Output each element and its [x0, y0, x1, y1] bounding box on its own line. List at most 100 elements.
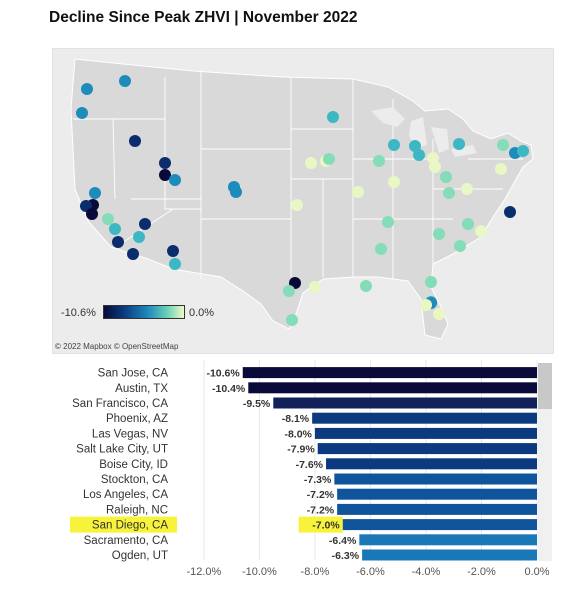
- city-dot[interactable]: [373, 155, 385, 167]
- city-dot[interactable]: [517, 145, 529, 157]
- city-dot[interactable]: [109, 223, 121, 235]
- category-label[interactable]: San Jose, CA: [98, 368, 169, 380]
- city-dot[interactable]: [425, 276, 437, 288]
- legend-min-label: -10.6%: [61, 307, 96, 319]
- city-dot[interactable]: [119, 75, 131, 87]
- map-canvas[interactable]: [53, 49, 553, 353]
- city-dot[interactable]: [169, 174, 181, 186]
- city-dot[interactable]: [495, 163, 507, 175]
- category-label[interactable]: Austin, TX: [115, 383, 168, 395]
- city-dot[interactable]: [388, 176, 400, 188]
- city-dot[interactable]: [375, 243, 387, 255]
- city-dot[interactable]: [497, 139, 509, 151]
- city-dot[interactable]: [461, 183, 473, 195]
- x-tick-label: -10.0%: [242, 566, 277, 578]
- city-dot[interactable]: [413, 149, 425, 161]
- bar[interactable]: [337, 503, 537, 515]
- city-dot[interactable]: [230, 186, 242, 198]
- bar[interactable]: [314, 427, 537, 439]
- city-dot[interactable]: [159, 157, 171, 169]
- city-dot[interactable]: [86, 208, 98, 220]
- us-map[interactable]: -10.6% 0.0% © 2022 Mapbox © OpenStreetMa…: [52, 48, 554, 354]
- scrollbar-thumb[interactable]: [538, 363, 552, 409]
- city-dot[interactable]: [475, 225, 487, 237]
- city-dot[interactable]: [409, 140, 421, 152]
- city-dot[interactable]: [283, 285, 295, 297]
- city-dot[interactable]: [81, 83, 93, 95]
- chart-title: Decline Since Peak ZHVI | November 2022: [49, 9, 358, 26]
- city-dot[interactable]: [127, 248, 139, 260]
- legend-gradient: [103, 305, 185, 319]
- highlight-value-bg: [298, 516, 343, 533]
- bar[interactable]: [273, 397, 537, 409]
- city-dot[interactable]: [504, 206, 516, 218]
- city-dot[interactable]: [323, 153, 335, 165]
- value-label: -7.6%: [296, 459, 324, 471]
- city-dot[interactable]: [433, 308, 445, 320]
- category-label[interactable]: Los Angeles, CA: [83, 489, 168, 501]
- city-dot[interactable]: [291, 199, 303, 211]
- city-dot[interactable]: [429, 161, 441, 173]
- city-dot[interactable]: [129, 135, 141, 147]
- city-dot[interactable]: [433, 228, 445, 240]
- city-dot[interactable]: [382, 216, 394, 228]
- legend-max-label: 0.0%: [189, 307, 215, 319]
- x-tick-label: -6.0%: [356, 566, 385, 578]
- city-dot[interactable]: [427, 152, 439, 164]
- bar[interactable]: [248, 382, 537, 394]
- category-label[interactable]: Stockton, CA: [101, 474, 168, 486]
- city-dot[interactable]: [112, 236, 124, 248]
- city-dot[interactable]: [139, 218, 151, 230]
- city-dot[interactable]: [305, 157, 317, 169]
- city-dot[interactable]: [327, 111, 339, 123]
- bar[interactable]: [312, 412, 537, 424]
- bar[interactable]: [317, 443, 537, 455]
- city-dot[interactable]: [443, 187, 455, 199]
- bar[interactable]: [326, 458, 537, 470]
- city-dot[interactable]: [420, 299, 432, 311]
- scrollbar-track[interactable]: [538, 363, 552, 561]
- bar[interactable]: [242, 367, 537, 379]
- city-dot[interactable]: [102, 213, 114, 225]
- city-dot[interactable]: [453, 138, 465, 150]
- category-label[interactable]: Boise City, ID: [99, 459, 168, 471]
- category-label[interactable]: Ogden, UT: [112, 550, 168, 562]
- category-label[interactable]: Raleigh, NC: [106, 504, 168, 516]
- x-tick-label: -8.0%: [301, 566, 330, 578]
- value-label: -8.0%: [284, 428, 312, 440]
- city-dots: [76, 75, 529, 326]
- bar[interactable]: [359, 534, 537, 546]
- bar[interactable]: [362, 549, 537, 561]
- category-label[interactable]: Salt Lake City, UT: [76, 444, 168, 456]
- x-tick-label: -4.0%: [412, 566, 441, 578]
- category-label[interactable]: Las Vegas, NV: [92, 428, 168, 440]
- category-label[interactable]: San Diego, CA: [92, 520, 168, 532]
- x-axis-ticks: -12.0% -10.0% -8.0% -6.0% -4.0% -2.0% 0.0%: [186, 566, 549, 578]
- city-dot[interactable]: [133, 231, 145, 243]
- city-dot[interactable]: [352, 186, 364, 198]
- bar[interactable]: [337, 488, 537, 500]
- city-dot[interactable]: [169, 258, 181, 270]
- city-dot[interactable]: [462, 218, 474, 230]
- category-label[interactable]: Sacramento, CA: [84, 535, 169, 547]
- map-attribution[interactable]: © 2022 Mapbox © OpenStreetMap: [55, 342, 179, 351]
- city-dot[interactable]: [167, 245, 179, 257]
- city-dot[interactable]: [286, 314, 298, 326]
- value-label: -7.0%: [312, 520, 340, 532]
- city-dot[interactable]: [159, 169, 171, 181]
- city-dot[interactable]: [454, 240, 466, 252]
- city-dot[interactable]: [388, 139, 400, 151]
- bar[interactable]: [334, 473, 537, 485]
- great-lakes: [371, 107, 477, 157]
- city-dot[interactable]: [76, 107, 88, 119]
- city-dot[interactable]: [309, 281, 321, 293]
- bar[interactable]: [342, 519, 537, 531]
- state-borders: [73, 71, 523, 279]
- city-dot[interactable]: [360, 280, 372, 292]
- city-dot[interactable]: [89, 187, 101, 199]
- category-label[interactable]: Phoenix, AZ: [106, 413, 168, 425]
- value-label: -10.4%: [212, 383, 246, 395]
- category-label[interactable]: San Francisco, CA: [72, 398, 168, 410]
- value-label: -8.1%: [282, 413, 310, 425]
- city-dot[interactable]: [440, 171, 452, 183]
